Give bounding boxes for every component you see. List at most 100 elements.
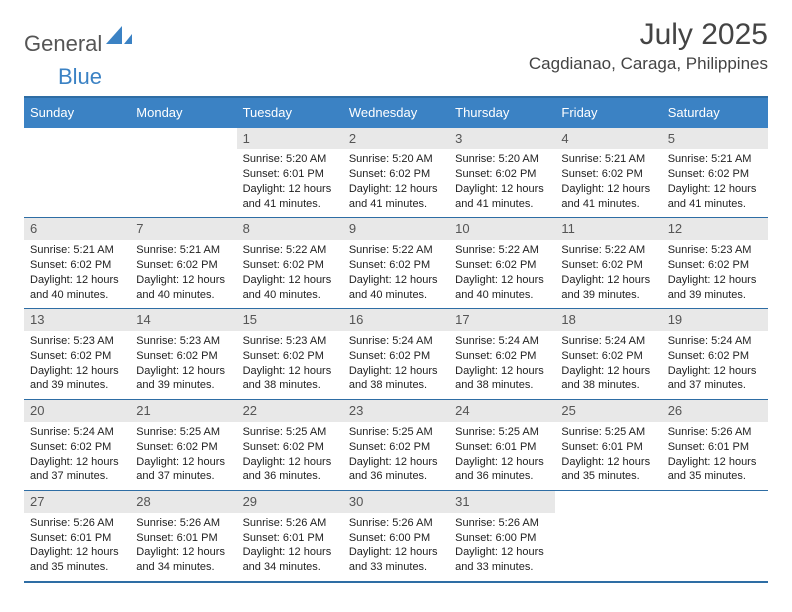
logo: General xyxy=(24,18,134,61)
sunrise-line: Sunrise: 5:23 AM xyxy=(136,334,230,349)
sunrise-line: Sunrise: 5:24 AM xyxy=(30,425,124,440)
weekday-header: Wednesday xyxy=(343,98,449,128)
sunset-line: Sunset: 6:02 PM xyxy=(30,258,124,273)
sunset-line: Sunset: 6:01 PM xyxy=(243,167,337,182)
calendar-day-cell xyxy=(555,491,661,581)
calendar-day-cell: 3Sunrise: 5:20 AMSunset: 6:02 PMDaylight… xyxy=(449,128,555,218)
calendar-day-cell: 19Sunrise: 5:24 AMSunset: 6:02 PMDayligh… xyxy=(662,309,768,399)
calendar-day-cell: 21Sunrise: 5:25 AMSunset: 6:02 PMDayligh… xyxy=(130,400,236,490)
day-number: 23 xyxy=(343,400,449,422)
calendar-day-cell: 26Sunrise: 5:26 AMSunset: 6:01 PMDayligh… xyxy=(662,400,768,490)
daylight-line: Daylight: 12 hours and 39 minutes. xyxy=(136,364,230,394)
sunrise-line: Sunrise: 5:21 AM xyxy=(561,152,655,167)
weekday-header: Saturday xyxy=(662,98,768,128)
calendar-day-cell: 31Sunrise: 5:26 AMSunset: 6:00 PMDayligh… xyxy=(449,491,555,581)
calendar-day-cell: 15Sunrise: 5:23 AMSunset: 6:02 PMDayligh… xyxy=(237,309,343,399)
sunrise-line: Sunrise: 5:24 AM xyxy=(668,334,762,349)
sunrise-line: Sunrise: 5:25 AM xyxy=(561,425,655,440)
sunrise-line: Sunrise: 5:21 AM xyxy=(30,243,124,258)
sunset-line: Sunset: 6:01 PM xyxy=(136,531,230,546)
weekday-header: Thursday xyxy=(449,98,555,128)
logo-sail-icon xyxy=(106,26,132,51)
day-number: 30 xyxy=(343,491,449,513)
day-number: 14 xyxy=(130,309,236,331)
day-number: 4 xyxy=(555,128,661,150)
sunrise-line: Sunrise: 5:26 AM xyxy=(136,516,230,531)
calendar-day-cell: 8Sunrise: 5:22 AMSunset: 6:02 PMDaylight… xyxy=(237,218,343,308)
daylight-line: Daylight: 12 hours and 35 minutes. xyxy=(561,455,655,485)
sunset-line: Sunset: 6:02 PM xyxy=(349,440,443,455)
sunrise-line: Sunrise: 5:25 AM xyxy=(455,425,549,440)
day-number: 29 xyxy=(237,491,343,513)
daylight-line: Daylight: 12 hours and 36 minutes. xyxy=(349,455,443,485)
calendar-day-cell xyxy=(24,128,130,218)
daylight-line: Daylight: 12 hours and 40 minutes. xyxy=(455,273,549,303)
sunrise-line: Sunrise: 5:26 AM xyxy=(243,516,337,531)
daylight-line: Daylight: 12 hours and 41 minutes. xyxy=(243,182,337,212)
sunrise-line: Sunrise: 5:25 AM xyxy=(136,425,230,440)
sunrise-line: Sunrise: 5:26 AM xyxy=(668,425,762,440)
day-number: 12 xyxy=(662,218,768,240)
sunrise-line: Sunrise: 5:23 AM xyxy=(243,334,337,349)
calendar-week-row: 20Sunrise: 5:24 AMSunset: 6:02 PMDayligh… xyxy=(24,400,768,491)
sunrise-line: Sunrise: 5:20 AM xyxy=(349,152,443,167)
daylight-line: Daylight: 12 hours and 36 minutes. xyxy=(455,455,549,485)
sunrise-line: Sunrise: 5:22 AM xyxy=(243,243,337,258)
calendar-day-cell: 1 Sunrise: 5:20 AMSunset: 6:01 PMDaylight… xyxy=(237,128,343,218)
location-subtitle: Cagdianao, Caraga, Philippines xyxy=(529,54,768,74)
weekday-header: Tuesday xyxy=(237,98,343,128)
sunset-line: Sunset: 6:02 PM xyxy=(668,349,762,364)
calendar-day-cell: 10Sunrise: 5:22 AMSunset: 6:02 PMDayligh… xyxy=(449,218,555,308)
calendar-day-cell: 14Sunrise: 5:23 AMSunset: 6:02 PMDayligh… xyxy=(130,309,236,399)
daylight-line: Daylight: 12 hours and 40 minutes. xyxy=(243,273,337,303)
daylight-line: Daylight: 12 hours and 41 minutes. xyxy=(455,182,549,212)
title-block: July 2025 Cagdianao, Caraga, Philippines xyxy=(529,18,768,74)
empty-day xyxy=(555,491,661,511)
daylight-line: Daylight: 12 hours and 37 minutes. xyxy=(30,455,124,485)
day-number: 16 xyxy=(343,309,449,331)
sunset-line: Sunset: 6:02 PM xyxy=(243,440,337,455)
daylight-line: Daylight: 12 hours and 33 minutes. xyxy=(349,545,443,575)
sunrise-line: Sunrise: 5:26 AM xyxy=(455,516,549,531)
sunrise-line: Sunrise: 5:21 AM xyxy=(136,243,230,258)
day-number: 17 xyxy=(449,309,555,331)
calendar-week-row: 13Sunrise: 5:23 AMSunset: 6:02 PMDayligh… xyxy=(24,309,768,400)
calendar-day-cell: 2Sunrise: 5:20 AMSunset: 6:02 PMDaylight… xyxy=(343,128,449,218)
calendar-day-cell: 6Sunrise: 5:21 AMSunset: 6:02 PMDaylight… xyxy=(24,218,130,308)
sunset-line: Sunset: 6:02 PM xyxy=(561,258,655,273)
sunrise-line: Sunrise: 5:21 AM xyxy=(668,152,762,167)
weekday-header: Monday xyxy=(130,98,236,128)
day-number: 25 xyxy=(555,400,661,422)
daylight-line: Daylight: 12 hours and 39 minutes. xyxy=(30,364,124,394)
day-number: 8 xyxy=(237,218,343,240)
calendar-day-cell: 7Sunrise: 5:21 AMSunset: 6:02 PMDaylight… xyxy=(130,218,236,308)
day-number: 2 xyxy=(343,128,449,150)
day-number: 7 xyxy=(130,218,236,240)
sunrise-line: Sunrise: 5:24 AM xyxy=(349,334,443,349)
sunrise-line: Sunrise: 5:20 AM xyxy=(243,152,337,167)
calendar-day-cell xyxy=(130,128,236,218)
sunset-line: Sunset: 6:02 PM xyxy=(455,349,549,364)
calendar-day-cell xyxy=(662,491,768,581)
logo-text-general: General xyxy=(24,31,102,57)
daylight-line: Daylight: 12 hours and 33 minutes. xyxy=(455,545,549,575)
sunset-line: Sunset: 6:02 PM xyxy=(561,167,655,182)
day-number: 15 xyxy=(237,309,343,331)
sunrise-line: Sunrise: 5:24 AM xyxy=(561,334,655,349)
weekday-header: Sunday xyxy=(24,98,130,128)
calendar-page: General July 2025 Cagdianao, Caraga, Phi… xyxy=(0,0,792,593)
sunset-line: Sunset: 6:02 PM xyxy=(349,349,443,364)
day-number: 24 xyxy=(449,400,555,422)
sunrise-line: Sunrise: 5:25 AM xyxy=(243,425,337,440)
day-number: 18 xyxy=(555,309,661,331)
sunrise-line: Sunrise: 5:20 AM xyxy=(455,152,549,167)
daylight-line: Daylight: 12 hours and 35 minutes. xyxy=(30,545,124,575)
calendar-grid: SundayMondayTuesdayWednesdayThursdayFrid… xyxy=(24,96,768,583)
logo-text-blue: Blue xyxy=(58,64,102,90)
day-number: 20 xyxy=(24,400,130,422)
empty-day xyxy=(662,491,768,511)
calendar-week-row: 1Sunrise: 5:20 AMSunset: 6:01 PMDaylight… xyxy=(24,128,768,219)
sunset-line: Sunset: 6:01 PM xyxy=(455,440,549,455)
sunset-line: Sunset: 6:02 PM xyxy=(668,258,762,273)
day-number: 1 xyxy=(237,128,343,150)
